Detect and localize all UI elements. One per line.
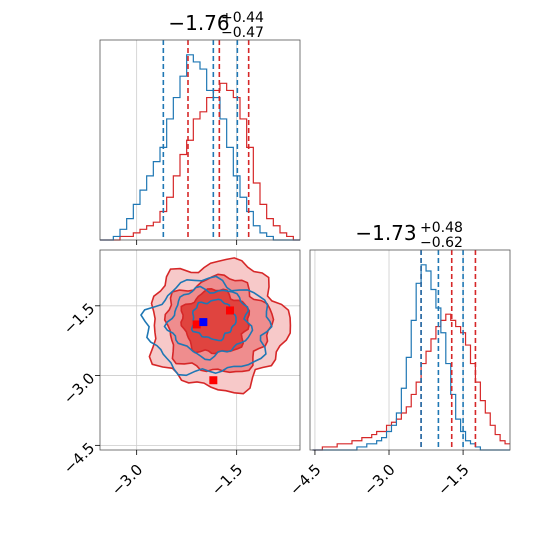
histogram-1-title-lower: −0.47 (221, 25, 264, 41)
marker-marker_red (209, 376, 218, 385)
x-tick-label: −4.5 (286, 461, 324, 499)
histogram-1-title-value: −1.76 (168, 11, 229, 35)
histogram-step-blue (100, 54, 300, 241)
y-tick-label: −1.5 (60, 299, 98, 337)
marker-marker_blue (199, 318, 208, 327)
histogram-1-title-upper: +0.44 (221, 10, 264, 26)
y-tick-label: −4.5 (60, 439, 98, 477)
blue-contour-level-2 (163, 285, 254, 361)
histogram-1-ticks (136, 240, 238, 245)
histogram-2-ticks: −4.5 −3.0 −1.5 (286, 450, 473, 499)
histogram-2-grid (314, 250, 464, 450)
contour-frame (99, 249, 301, 451)
histogram-2-title-upper: +0.48 (420, 220, 463, 236)
histogram-2-series (312, 264, 510, 451)
marker-marker_red (226, 306, 234, 315)
x-tick-label: −1.5 (434, 461, 472, 499)
histogram-1-title: −1.76 (168, 11, 229, 35)
x-tick-label: −3.0 (360, 461, 398, 499)
contour-levels (140, 257, 292, 395)
histogram-step-blue (312, 264, 510, 451)
x-tick-label: −3.0 (108, 461, 146, 499)
histogram-2-quantile-lines (420, 250, 477, 450)
blue-contour-level-3 (190, 298, 237, 342)
histogram-2-title-lower: −0.62 (420, 235, 463, 251)
blue-contour-level-1 (140, 275, 273, 377)
marker-marker_red (192, 320, 201, 329)
histogram-1-quantile-lines (162, 40, 250, 240)
histogram-panel-top-left: −1.76 +0.44 −0.47 (99, 10, 301, 245)
histogram-2-title-value: −1.73 (355, 221, 416, 245)
histogram-1-series (100, 54, 300, 241)
contour-panel-bottom-left: −3.0 −1.5 −1.5 −3.0 −4.5 (60, 249, 301, 499)
histogram-step-red (100, 82, 300, 241)
y-tick-label: −3.0 (60, 369, 98, 407)
contour-markers (192, 306, 234, 385)
histogram-2-frame (309, 249, 511, 451)
histogram-2-title: −1.73 (355, 221, 416, 245)
histogram-1-frame (99, 39, 301, 241)
histogram-panel-bottom-right: −4.5 −3.0 −1.5 −1.73 +0.48 −0.62 (286, 220, 511, 499)
x-tick-label: −1.5 (208, 461, 246, 499)
